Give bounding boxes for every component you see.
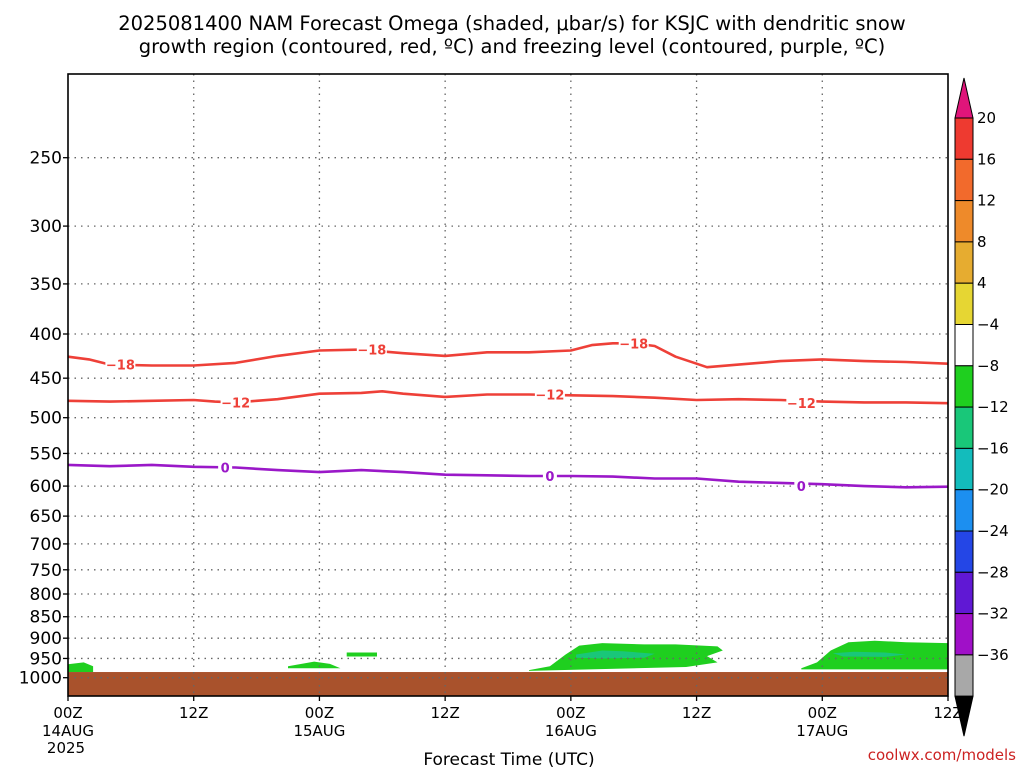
contour-label--18-2: −18 bbox=[619, 337, 648, 352]
colorbar-segment-7 bbox=[954, 406, 974, 449]
colorbar-segment-11 bbox=[954, 571, 974, 615]
contour-label-bg--18-2 bbox=[618, 336, 649, 351]
colorbar-label-1: 16 bbox=[977, 150, 996, 168]
y-tick-label-800: 800 bbox=[30, 585, 62, 605]
colorbar-label-12: −32 bbox=[977, 605, 1009, 623]
colorbar-label-4: 4 bbox=[977, 274, 987, 292]
y-tick-label-550: 550 bbox=[30, 444, 62, 464]
y-tick-label-900: 900 bbox=[30, 629, 62, 649]
x-tick-date-0: 14AUG bbox=[42, 722, 94, 740]
colorbar-segment-2 bbox=[954, 200, 974, 243]
x-tick-label-84: 12Z bbox=[933, 704, 962, 722]
contour-label-bg--12-1 bbox=[534, 387, 565, 402]
contour-label-0-0: 0 bbox=[221, 462, 230, 477]
y-tick-label-1000: 1000 bbox=[19, 669, 62, 689]
x-tick-label-60: 12Z bbox=[682, 704, 711, 722]
colorbar-bottom-cap bbox=[954, 695, 974, 737]
colorbar-label-2: 12 bbox=[977, 192, 996, 210]
contours: −18 −18 −18 −12 −12 −12 0 0 0 bbox=[67, 336, 949, 495]
colorbar-segment-3 bbox=[954, 241, 974, 284]
x-tick-label-72: 00Z bbox=[808, 704, 837, 722]
colorbar-segment-12 bbox=[954, 613, 974, 656]
colorbar-segment-13 bbox=[954, 654, 974, 697]
contour-label-bg-0-2 bbox=[794, 479, 809, 494]
x-tick-date-48: 16AUG bbox=[545, 722, 597, 740]
colorbar-label-0: 20 bbox=[977, 109, 996, 127]
omega-region-0-0 bbox=[68, 662, 94, 672]
colorbar-segment-10 bbox=[954, 530, 974, 573]
colorbar-segment-6 bbox=[954, 365, 974, 408]
colorbar-segment-5 bbox=[954, 324, 974, 367]
x-tick-label-12: 12Z bbox=[179, 704, 208, 722]
contour-label-bg-0-0 bbox=[218, 460, 233, 475]
y-tick-label-600: 600 bbox=[30, 477, 62, 497]
x-tick-label-24: 00Z bbox=[305, 704, 334, 722]
colorbar-segment-0 bbox=[954, 117, 974, 160]
x-tick-date-24: 15AUG bbox=[293, 722, 345, 740]
y-tick-label-500: 500 bbox=[30, 409, 62, 429]
pressure-axis: 2503003504004505005506006507007508008509… bbox=[19, 149, 68, 689]
contour-label-0-2: 0 bbox=[797, 480, 806, 495]
colorbar-label-5: −4 bbox=[977, 316, 999, 334]
y-tick-label-700: 700 bbox=[30, 535, 62, 555]
contour-line--12 bbox=[67, 390, 949, 405]
colorbar-segment-4 bbox=[954, 282, 974, 326]
omega-region-0-1 bbox=[288, 661, 341, 669]
x-tick-label-36: 12Z bbox=[430, 704, 459, 722]
ground-below-surface bbox=[68, 672, 948, 696]
colorbar-label-8: −16 bbox=[977, 439, 1009, 457]
colorbar-segment-9 bbox=[954, 489, 974, 532]
colorbar-label-7: −12 bbox=[977, 398, 1009, 416]
y-tick-label-350: 350 bbox=[30, 275, 62, 295]
colorbar-label-6: −8 bbox=[977, 357, 999, 375]
chart-title-line-2: growth region (contoured, red, ºC) and f… bbox=[139, 35, 886, 58]
omega-region-1-0 bbox=[576, 650, 655, 659]
x-tick-date-72: 17AUG bbox=[796, 722, 848, 740]
x-axis-label: Forecast Time (UTC) bbox=[423, 750, 594, 768]
contour-label--12-2: −12 bbox=[787, 397, 816, 412]
contour-label--12-1: −12 bbox=[535, 388, 564, 403]
site-credit: coolwx.com/models bbox=[868, 746, 1016, 764]
colorbar-label-13: −36 bbox=[977, 646, 1009, 664]
contour-label-bg--12-2 bbox=[786, 396, 817, 411]
colorbar-label-9: −20 bbox=[977, 481, 1009, 499]
contour-label-0-1: 0 bbox=[545, 470, 554, 485]
contour-label--18-0: −18 bbox=[106, 359, 135, 374]
y-tick-label-250: 250 bbox=[30, 149, 62, 169]
contour-label-bg--12-0 bbox=[220, 395, 251, 410]
omega-region-1-1 bbox=[832, 651, 907, 657]
grid bbox=[68, 74, 948, 696]
y-tick-label-300: 300 bbox=[30, 217, 62, 237]
contour-line--18 bbox=[67, 342, 949, 369]
colorbar-segment-8 bbox=[954, 447, 974, 491]
colorbar-label-10: −24 bbox=[977, 522, 1009, 540]
chart-title-line-1: 2025081400 NAM Forecast Omega (shaded, μ… bbox=[118, 12, 906, 35]
contour-label--12-0: −12 bbox=[221, 396, 250, 411]
contour-label-bg--18-0 bbox=[105, 357, 136, 372]
colorbar-top-cap bbox=[954, 77, 974, 119]
colorbar: 20 16 12 8 4 −4 −8 −12 −16 −20 −24 −28 −32 −36 bbox=[954, 77, 1009, 737]
plot-frame bbox=[67, 73, 949, 697]
x-tick-year-0: 2025 bbox=[47, 739, 85, 757]
contour-label-bg--18-1 bbox=[356, 342, 387, 357]
y-tick-label-850: 850 bbox=[30, 608, 62, 628]
y-tick-label-400: 400 bbox=[30, 325, 62, 345]
contour-label--18-1: −18 bbox=[357, 344, 386, 359]
y-tick-label-750: 750 bbox=[30, 561, 62, 581]
x-tick-label-48: 00Z bbox=[556, 704, 585, 722]
contour-line-0 bbox=[67, 463, 949, 489]
y-tick-label-950: 950 bbox=[30, 649, 62, 669]
omega-shading bbox=[68, 640, 948, 672]
contour-label-bg-0-1 bbox=[542, 468, 557, 483]
x-tick-label-0: 00Z bbox=[53, 704, 82, 722]
y-tick-label-650: 650 bbox=[30, 507, 62, 527]
colorbar-label-11: −28 bbox=[977, 563, 1009, 581]
colorbar-label-3: 8 bbox=[977, 233, 987, 251]
y-tick-label-450: 450 bbox=[30, 369, 62, 389]
omega-region-0-2 bbox=[346, 652, 377, 657]
colorbar-segment-1 bbox=[954, 158, 974, 202]
